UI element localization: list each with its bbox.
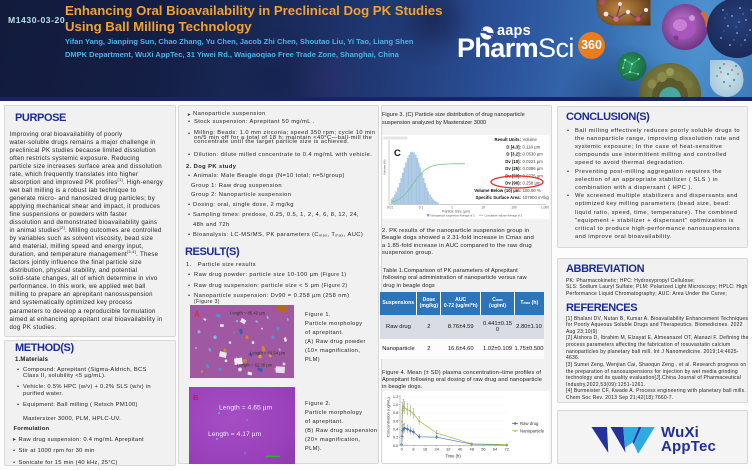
- svg-text:Cumulative volume-Average of 3: Cumulative volume-Average of 3: [485, 213, 523, 217]
- svg-text:Result Units:: Result Units:: [495, 137, 522, 142]
- svg-text:D [3,2]:: D [3,2]:: [506, 152, 521, 157]
- svg-text:0: 0: [401, 447, 404, 452]
- svg-text:0.0221 µm: 0.0221 µm: [523, 159, 544, 164]
- svg-text:24: 24: [435, 447, 440, 452]
- svg-text:40: 40: [458, 447, 463, 452]
- svg-text:0.0775 µm: 0.0775 µm: [523, 173, 544, 178]
- svg-text:Specific Surface Area:: Specific Surface Area:: [476, 195, 522, 200]
- svg-text:0.0: 0.0: [393, 443, 399, 448]
- svg-text:C: C: [394, 148, 401, 159]
- svg-text:Volume (%): Volume (%): [383, 159, 387, 175]
- svg-text:Nanoparticle suspension-Averag: Nanoparticle suspension-Average of 3: [431, 213, 475, 217]
- svg-text:Length = 4.17 µm: Length = 4.17 µm: [208, 431, 262, 438]
- svg-text:0.118 µm: 0.118 µm: [523, 144, 541, 149]
- svg-text:Length = 4.65 µm: Length = 4.65 µm: [219, 405, 273, 412]
- svg-text:A: A: [194, 309, 200, 319]
- svg-text:Dv (25):: Dv (25):: [505, 166, 521, 171]
- svg-text:0.258 µm: 0.258 µm: [523, 181, 541, 186]
- svg-text:1,000: 1,000: [541, 206, 549, 210]
- svg-text:64: 64: [493, 447, 498, 452]
- svg-text:100: 100: [511, 206, 517, 210]
- svg-text:10: 10: [481, 206, 485, 210]
- svg-text:Particle Size (µm): Particle Size (µm): [442, 210, 470, 214]
- svg-text:Length = 85.42 µm: Length = 85.42 µm: [230, 311, 265, 316]
- svg-text:0.1: 0.1: [419, 206, 424, 210]
- svg-text:Concentration (ug/mL): Concentration (ug/mL): [386, 397, 391, 437]
- svg-text:72: 72: [505, 447, 509, 452]
- svg-text:Length = 62.36 µm: Length = 62.36 µm: [237, 363, 272, 368]
- svg-text:8: 8: [412, 447, 414, 452]
- svg-text:0.8: 0.8: [393, 410, 398, 415]
- svg-text:16: 16: [423, 447, 427, 452]
- svg-text:1.0: 1.0: [393, 402, 399, 407]
- svg-text:Volume: Volume: [523, 137, 538, 142]
- svg-text:0.2: 0.2: [393, 435, 398, 440]
- svg-text:Length = 69.54 µm: Length = 69.54 µm: [250, 350, 285, 355]
- svg-text:0.0530 µm: 0.0530 µm: [523, 152, 544, 157]
- svg-text:107900 m²/kg: 107900 m²/kg: [523, 195, 550, 200]
- svg-text:D [4,3]:: D [4,3]:: [506, 144, 521, 149]
- svg-text:0.4: 0.4: [393, 427, 399, 432]
- svg-text:Volume Below (10) µm:: Volume Below (10) µm:: [474, 188, 521, 193]
- svg-text:0.6: 0.6: [393, 418, 398, 423]
- svg-text:Dv (90):: Dv (90):: [505, 181, 521, 186]
- svg-text:Dv (10):: Dv (10):: [505, 159, 521, 164]
- svg-text:Nanoparticle: Nanoparticle: [520, 429, 545, 434]
- svg-text:0.01: 0.01: [387, 206, 393, 210]
- svg-text:Raw drug: Raw drug: [520, 421, 539, 426]
- svg-text:48: 48: [470, 447, 474, 452]
- svg-text:32: 32: [446, 447, 450, 452]
- svg-text:B: B: [193, 393, 199, 402]
- svg-text:1: 1: [451, 206, 453, 210]
- svg-text:Time (h): Time (h): [445, 454, 461, 459]
- svg-text:100.00 %: 100.00 %: [523, 188, 541, 193]
- svg-text:0.0396 µm: 0.0396 µm: [523, 166, 544, 171]
- svg-text:56: 56: [481, 447, 485, 452]
- svg-text:1.2: 1.2: [393, 394, 398, 399]
